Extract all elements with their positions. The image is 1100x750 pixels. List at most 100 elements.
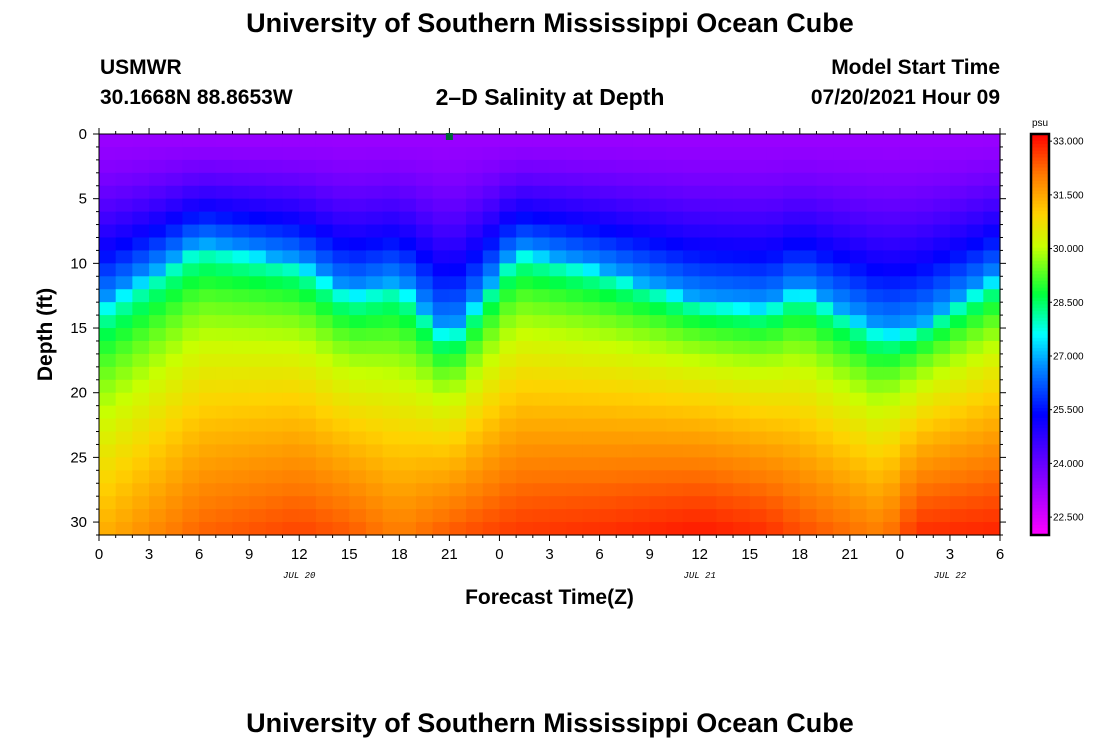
colorbar-segment: [1031, 341, 1049, 346]
heatmap-cell: [99, 366, 117, 381]
heatmap-cell: [466, 224, 484, 239]
heatmap-cell: [115, 237, 133, 252]
heatmap-cell: [816, 146, 834, 161]
colorbar-segment: [1031, 461, 1049, 466]
heatmap-cell: [966, 379, 984, 394]
heatmap-cell: [416, 366, 434, 381]
heatmap-cell: [149, 366, 167, 381]
heatmap-cell: [783, 470, 801, 484]
heatmap-cell: [833, 250, 851, 264]
heatmap-cell: [616, 431, 634, 446]
heatmap-cell: [199, 392, 217, 407]
heatmap-cell: [749, 366, 768, 381]
heatmap-cell: [716, 405, 734, 420]
heatmap-cell: [432, 392, 450, 407]
heatmap-cell: [833, 340, 851, 355]
heatmap-cell: [549, 496, 567, 510]
heatmap-cell: [349, 366, 367, 381]
heatmap-cell: [983, 198, 1001, 213]
heatmap-cell: [215, 405, 234, 420]
heatmap-cell: [632, 470, 651, 484]
heatmap-cell: [315, 328, 334, 342]
heatmap-cell: [966, 224, 984, 239]
heatmap-cell: [232, 353, 250, 368]
heatmap-cell: [799, 237, 818, 252]
heatmap-cell: [466, 496, 484, 510]
heatmap-cell: [199, 496, 217, 510]
colorbar-segment: [1031, 180, 1049, 185]
heatmap-cell: [365, 146, 384, 161]
heatmap-cell: [399, 328, 417, 342]
x-tick-label: 9: [245, 546, 253, 563]
heatmap-cell: [449, 211, 467, 226]
heatmap-cell: [265, 134, 284, 148]
heatmap-cell: [532, 457, 551, 471]
heatmap-cell: [349, 483, 367, 497]
heatmap-cell: [566, 444, 584, 458]
heatmap-cell: [516, 483, 534, 497]
heatmap-cell: [265, 185, 284, 200]
heatmap-cell: [115, 302, 133, 316]
heatmap-cell: [582, 353, 601, 368]
heatmap-cell: [582, 431, 601, 446]
heatmap-cell: [599, 457, 617, 471]
colorbar: 33.00031.50030.00028.50027.00025.50024.0…: [1029, 118, 1084, 537]
heatmap-cell: [332, 146, 350, 161]
heatmap-cell: [466, 302, 484, 316]
heatmap-cell: [432, 263, 450, 277]
colorbar-segment: [1031, 441, 1049, 446]
heatmap-cell: [616, 418, 634, 433]
heatmap-cell: [983, 302, 1001, 316]
heatmap-cell: [616, 211, 634, 226]
heatmap-cell: [799, 457, 818, 471]
heatmap-cell: [332, 263, 350, 277]
chart-axes: [93, 128, 1006, 541]
heatmap-cell: [182, 457, 200, 471]
heatmap-cell: [866, 172, 884, 187]
colorbar-segment: [1031, 164, 1049, 169]
heatmap-cell: [532, 159, 551, 174]
heatmap-cell: [966, 340, 984, 355]
heatmap-cell: [215, 328, 234, 342]
heatmap-cell: [849, 431, 868, 446]
heatmap-cell: [983, 263, 1001, 277]
heatmap-cell: [315, 146, 334, 161]
heatmap-cell: [532, 237, 551, 252]
heatmap-cell: [783, 198, 801, 213]
heatmap-cell: [549, 224, 567, 239]
heatmap-cell: [265, 340, 284, 355]
heatmap-cell: [816, 379, 834, 394]
heatmap-cell: [382, 263, 400, 277]
heatmap-cell: [215, 237, 234, 252]
heatmap-cell: [265, 431, 284, 446]
heatmap-cell: [482, 198, 501, 213]
heatmap-cell: [299, 237, 317, 252]
heatmap-cell: [616, 444, 634, 458]
heatmap-cell: [883, 172, 901, 187]
colorbar-segment: [1031, 347, 1049, 352]
y-tick-label: 30: [70, 514, 87, 531]
heatmap-cell: [783, 146, 801, 161]
heatmap-cell: [916, 457, 934, 471]
heatmap-cell: [916, 159, 934, 174]
heatmap-cell: [149, 224, 167, 239]
heatmap-cell: [232, 315, 250, 329]
heatmap-cell: [432, 418, 450, 433]
heatmap-cell: [249, 198, 267, 213]
heatmap-cell: [983, 276, 1001, 290]
heatmap-cell: [332, 237, 350, 252]
heatmap-cell: [132, 211, 150, 226]
heatmap-cell: [949, 405, 968, 420]
heatmap-cell: [249, 172, 267, 187]
heatmap-cell: [299, 509, 317, 523]
heatmap-cell: [649, 302, 667, 316]
heatmap-cell: [299, 315, 317, 329]
colorbar-segment: [1031, 277, 1049, 282]
heatmap-cell: [933, 198, 951, 213]
heatmap-cell: [599, 509, 617, 523]
heatmap-cell: [199, 328, 217, 342]
heatmap-cell: [516, 146, 534, 161]
heatmap-cell: [482, 224, 501, 239]
heatmap-cell: [332, 522, 350, 536]
heatmap-cell: [966, 431, 984, 446]
